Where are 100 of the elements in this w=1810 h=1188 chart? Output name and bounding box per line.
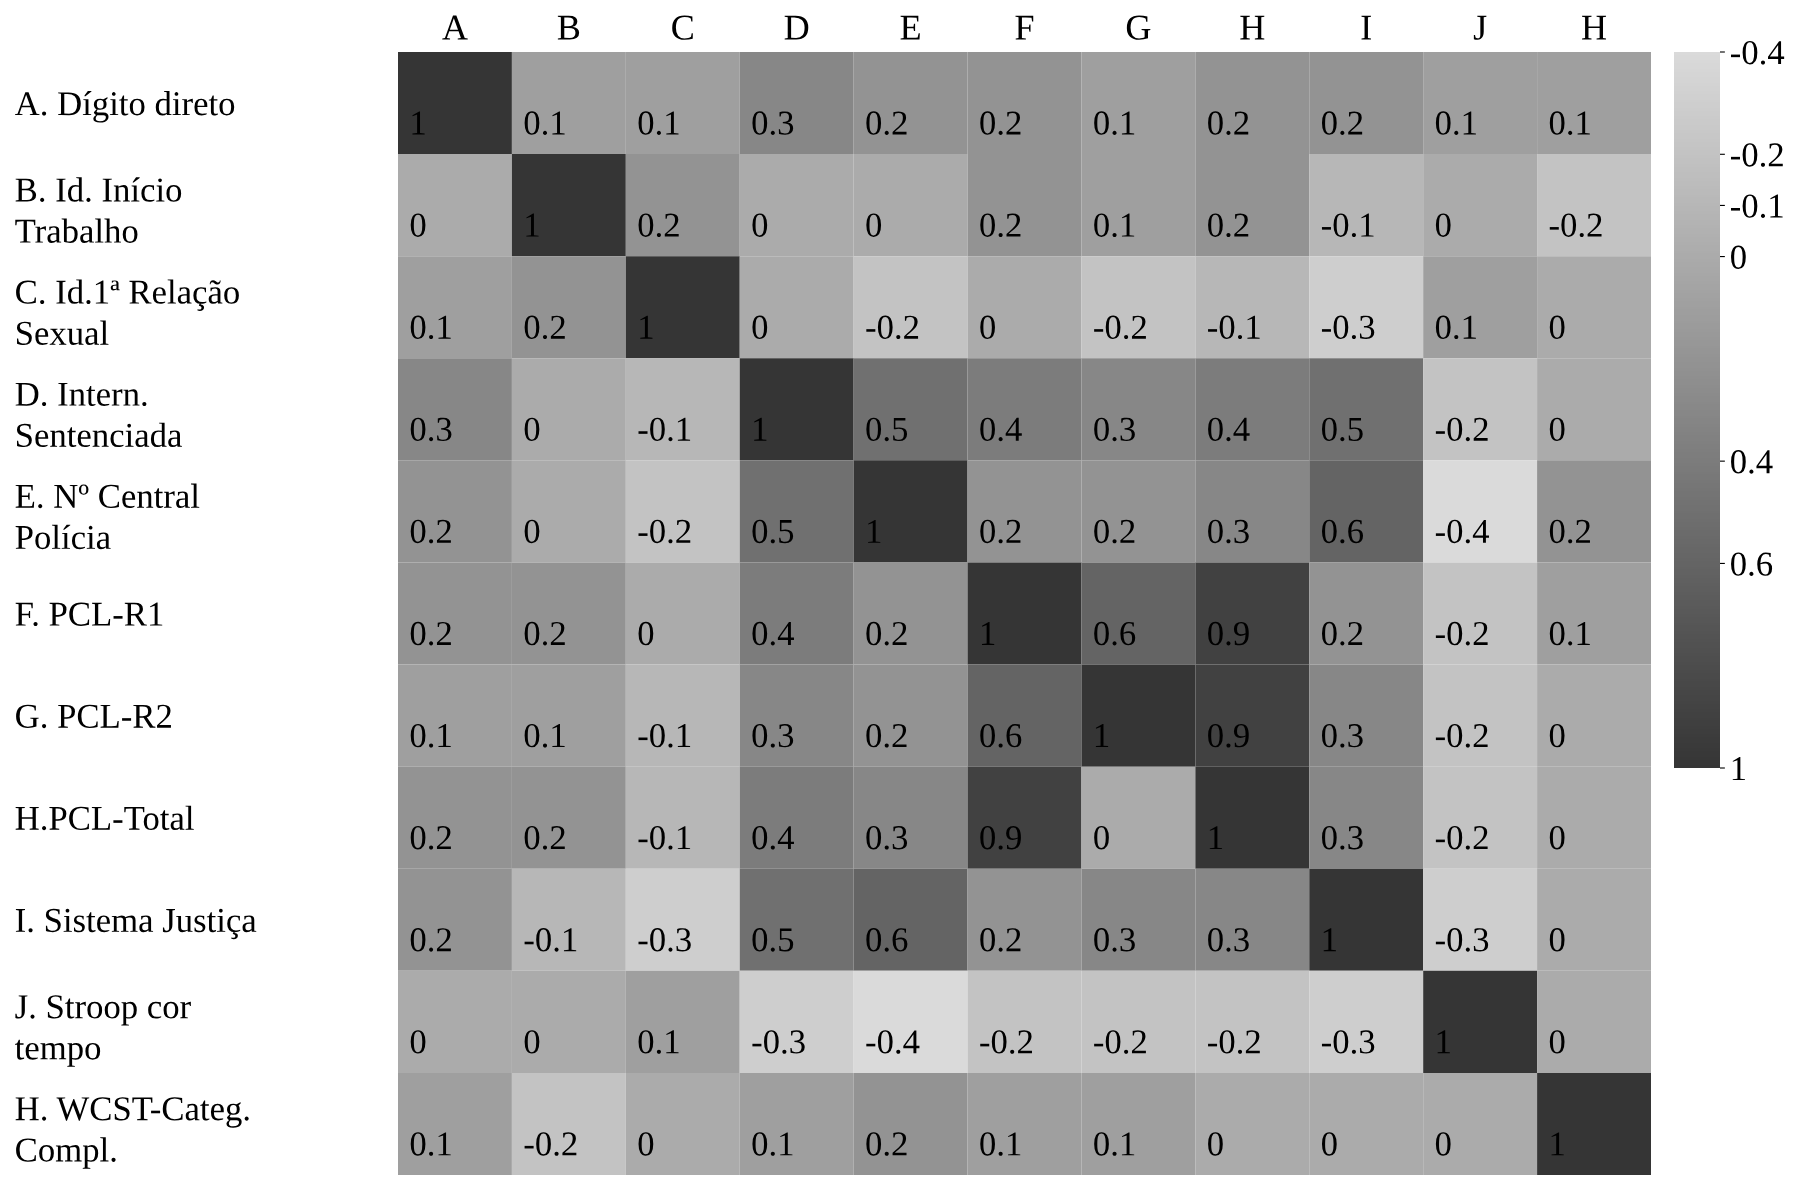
data-label: 0.3 [1208,519,1249,544]
color-bar-label: -0.2 [1731,143,1783,167]
x-tick-label: E [900,15,920,40]
data-label: 0.2 [866,1132,907,1156]
y-tick-label: C. Id.1ª Relação Sexual [16,279,239,345]
data-label: 0.6 [1321,519,1364,544]
data-label: -0.3 [638,928,691,952]
data-label: 0.4 [1208,417,1250,442]
data-label: 0 [1094,825,1109,850]
data-label: 0.2 [1208,111,1249,135]
data-label: 0 [1435,213,1451,237]
data-label: -0.1 [1321,213,1374,238]
data-label: -0.2 [1549,213,1602,238]
data-label: 0.1 [1549,111,1590,135]
data-label: -0.1 [1208,315,1260,340]
data-label: 0.1 [524,111,565,135]
data-label: -0.1 [524,928,577,952]
data-label: 0.1 [752,1132,793,1156]
data-label: 0.4 [752,825,794,850]
data-label: 0.1 [638,1030,679,1054]
data-label: 0.2 [1321,621,1363,646]
data-label: -0.4 [866,1030,920,1054]
x-tick-label: I [1361,15,1371,40]
data-label: 0.9 [1208,621,1249,646]
data-label: 0.2 [410,519,451,544]
x-tick-label: H [1582,15,1607,40]
y-tick-label: B. Id. Início Trabalho [15,177,182,243]
data-label: 0.3 [1094,928,1135,952]
data-label: 0.4 [752,621,794,646]
data-label: 0.9 [980,825,1021,850]
data-label: -0.3 [1321,1030,1375,1054]
y-tick-label: E. Nº Central Polícia [15,483,200,550]
y-tick-label: D. Intern. Sentenciada [15,382,182,448]
y-tick-label: H. WCST-Categ. Compl. [15,1097,249,1169]
data-label: -0.3 [752,1030,805,1054]
data-label: 0.2 [980,928,1021,952]
data-label: 0.2 [1549,519,1590,544]
data-label: -0.3 [1321,315,1375,340]
data-label: -0.3 [1435,928,1489,952]
x-tick-label: F [1015,15,1034,40]
data-label: 0 [1208,1132,1223,1156]
data-label: 0.3 [1208,928,1249,952]
data-label: -0.4 [1435,519,1489,544]
color-bar-label: 0.4 [1731,450,1773,474]
data-label: 0 [524,519,540,544]
data-label: 0 [1549,1030,1565,1054]
data-label: 0.2 [524,621,565,646]
data-label: 0.2 [410,825,451,850]
color-bar-label: -0.4 [1731,40,1785,65]
data-label: 0.3 [752,111,794,135]
data-label: -0.2 [1435,825,1488,850]
data-label: -0.2 [1208,1030,1260,1054]
data-label: 0.2 [1094,519,1135,544]
data-label: 0.3 [866,825,908,850]
data-label: 0.2 [524,315,565,340]
data-label: 0 [638,621,654,646]
data-label: -0.1 [638,723,691,748]
data-label: 0 [410,213,426,237]
x-tick-label: A [442,15,468,40]
data-label: -0.2 [1094,315,1146,340]
data-label: 0 [752,315,768,339]
data-label: 0.1 [1549,621,1590,646]
data-label: 0.3 [752,723,794,748]
data-label: 0.2 [524,825,565,850]
color-bar-label: 0 [1731,245,1746,269]
data-label: 0 [752,213,768,237]
data-label: 0.2 [410,928,451,952]
color-bar-label: -0.1 [1731,194,1783,218]
data-label: 0 [638,1132,654,1156]
data-label: 0 [524,1030,540,1054]
x-tick-label: C [672,15,693,40]
data-label: -0.2 [866,315,919,340]
data-label: 0 [980,315,995,339]
data-label: 0.5 [1321,417,1363,442]
y-tick-label: G. PCL-R2 [16,704,171,729]
data-label: 0.1 [1435,111,1476,135]
color-bar-label: 0.6 [1731,552,1773,576]
data-label: 0.1 [1094,213,1135,238]
data-label: 0.3 [1321,825,1363,850]
data-label: 0.6 [980,723,1022,748]
data-label: 0.3 [1321,723,1363,748]
color-bar-label: 1 [1732,757,1745,781]
data-label: -0.2 [524,1132,577,1156]
data-label: 0.2 [1321,111,1363,135]
data-label: 0.5 [866,417,908,442]
data-label: -0.2 [1094,1030,1146,1054]
y-tick-label: F. PCL-R1 [15,602,163,627]
data-label: 0.2 [980,213,1021,238]
data-label: 0.3 [410,417,452,442]
data-label: 0.2 [1208,213,1249,238]
data-label: 0.1 [410,315,451,340]
data-label: 0 [1549,417,1565,442]
data-label: 0.1 [638,111,679,135]
data-label: 0.6 [1094,621,1136,646]
data-label: 0 [1549,315,1565,339]
data-label: 0.9 [1208,723,1249,748]
x-tick-label: G [1126,15,1151,40]
data-label: -0.2 [1435,621,1488,646]
data-label: 0 [1549,825,1565,850]
y-tick-label: J. Stroop cor tempo [15,995,191,1067]
